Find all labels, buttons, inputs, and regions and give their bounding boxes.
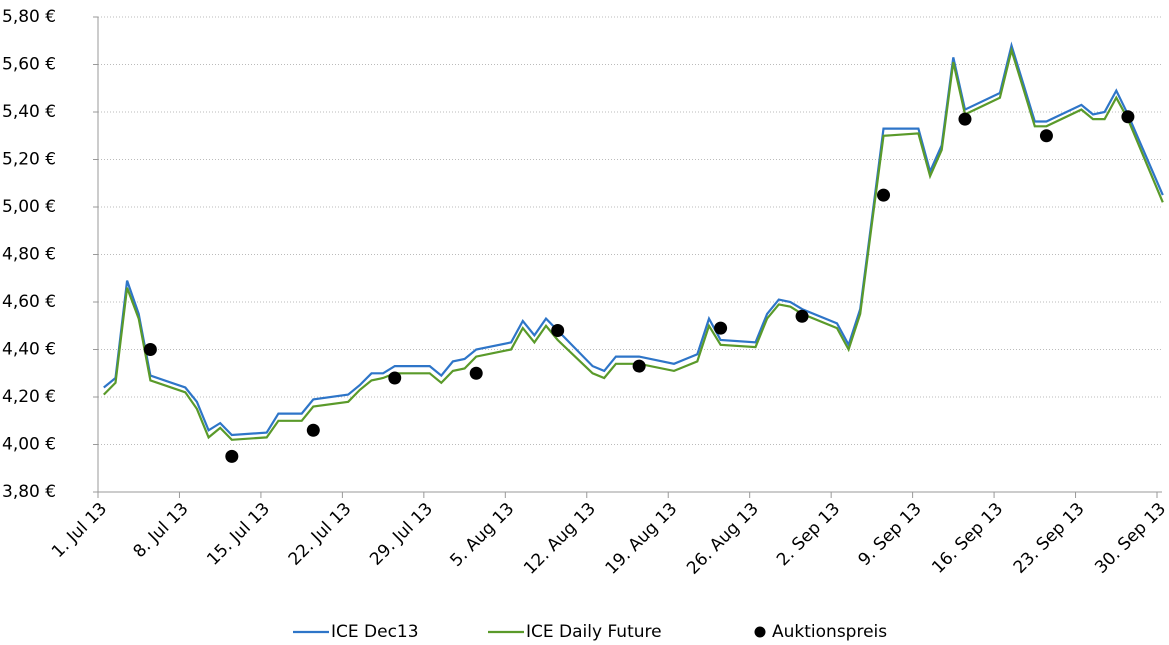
data-point	[714, 321, 728, 335]
x-tick-label: 22. Jul 13	[285, 499, 356, 570]
data-point	[1121, 110, 1135, 124]
y-tick-label: 5,00 €	[2, 197, 56, 217]
y-tick-label: 4,00 €	[2, 435, 56, 455]
y-tick-label: 4,60 €	[2, 292, 56, 312]
x-tick-label: 1. Jul 13	[48, 499, 111, 562]
x-tick-label: 5. Aug 13	[446, 499, 518, 571]
data-point	[877, 188, 891, 202]
data-point	[551, 324, 565, 337]
data-point	[632, 359, 646, 373]
y-tick-label: 4,80 €	[2, 245, 56, 265]
legend-marker	[754, 626, 766, 638]
data-point	[225, 449, 239, 463]
x-tick-label: 2. Sep 13	[773, 499, 844, 570]
x-tick-label: 12. Aug 13	[520, 499, 600, 579]
data-point	[469, 366, 483, 380]
y-tick-label: 5,80 €	[2, 7, 56, 27]
x-tick-label: 29. Jul 13	[366, 499, 437, 570]
y-tick-label: 4,20 €	[2, 387, 56, 407]
x-tick-label: 15. Jul 13	[203, 499, 274, 570]
data-point	[795, 309, 809, 323]
legend-label: ICE Daily Future	[526, 622, 662, 642]
x-tick-label: 8. Jul 13	[129, 499, 192, 562]
x-tick-label: 19. Aug 13	[602, 499, 682, 579]
legend-label: ICE Dec13	[331, 622, 419, 642]
data-point	[143, 343, 157, 356]
y-tick-label: 5,40 €	[2, 102, 56, 122]
data-point	[306, 423, 320, 437]
series-line	[103, 46, 1164, 441]
y-tick-label: 3,80 €	[2, 482, 56, 502]
series-line	[103, 41, 1164, 437]
data-point	[1039, 129, 1053, 143]
x-tick-label: 9. Sep 13	[854, 499, 925, 570]
y-tick-label: 4,40 €	[2, 340, 56, 360]
x-tick-label: 16. Sep 13	[928, 499, 1007, 578]
y-tick-label: 5,60 €	[2, 55, 56, 75]
data-point	[958, 112, 972, 126]
x-tick-label: 30. Sep 13	[1091, 499, 1169, 578]
x-tick-label: 26. Aug 13	[683, 499, 763, 579]
data-point	[388, 371, 402, 385]
legend-label: Auktionspreis	[772, 622, 887, 642]
x-tick-label: 23. Sep 13	[1010, 499, 1089, 578]
y-tick-label: 5,20 €	[2, 150, 56, 170]
